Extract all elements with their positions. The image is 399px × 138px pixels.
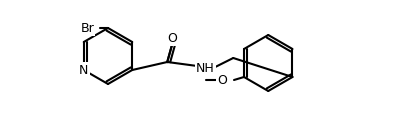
Text: N: N (79, 63, 89, 76)
Text: O: O (167, 31, 177, 44)
Text: Br: Br (80, 22, 94, 34)
Text: O: O (217, 74, 227, 87)
Text: NH: NH (196, 62, 215, 75)
